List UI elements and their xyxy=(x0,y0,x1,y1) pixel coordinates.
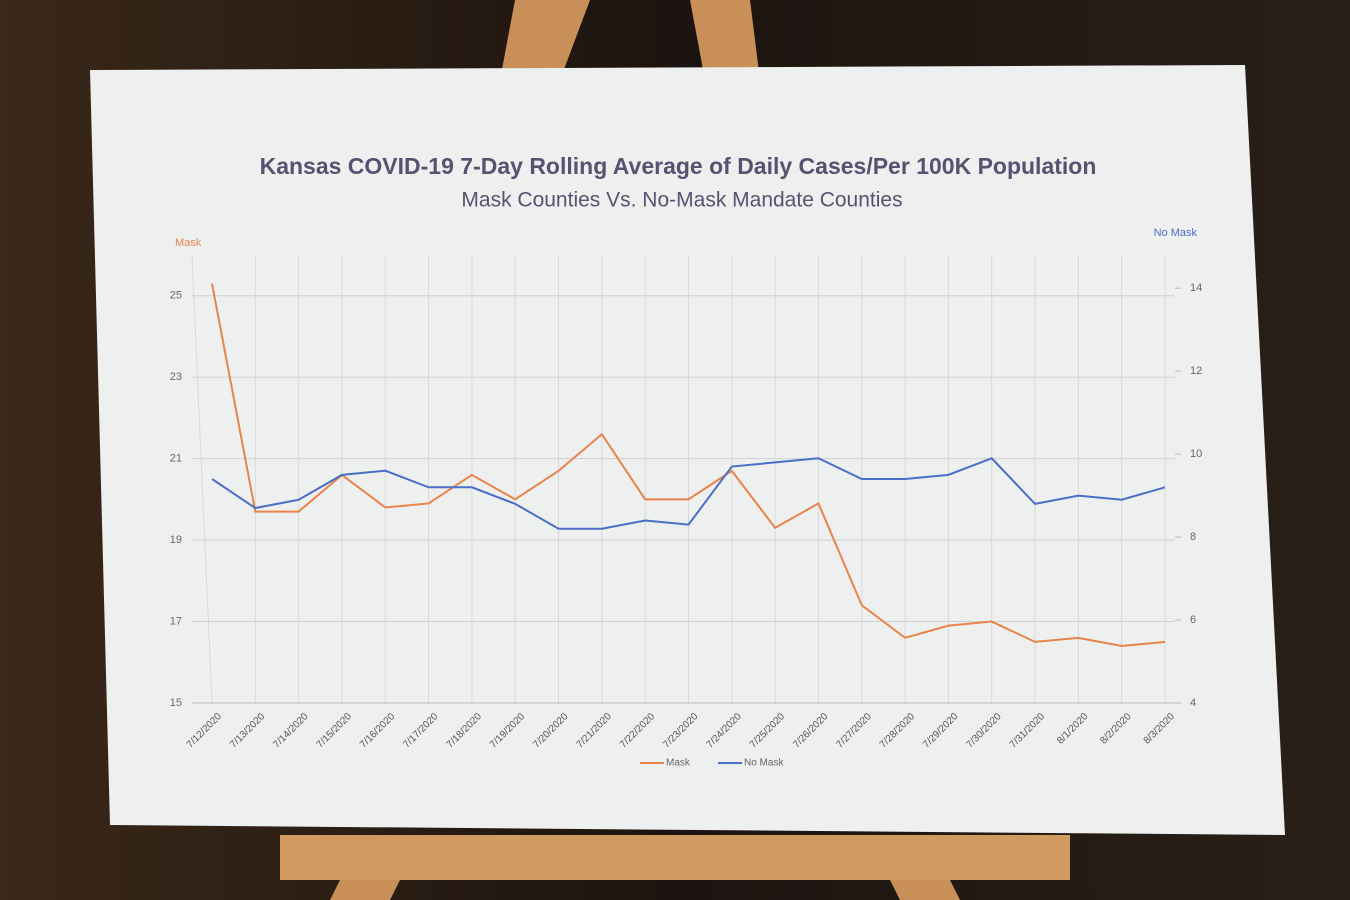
easel-leg xyxy=(890,880,960,900)
y2-tick-label: 12 xyxy=(1190,365,1202,377)
y2-axis-title: No Mask xyxy=(1154,227,1198,239)
data-line xyxy=(211,457,1166,530)
y-tick-label: 19 xyxy=(170,534,182,546)
y2-tick-label: 6 xyxy=(1190,614,1196,626)
easel-ledge xyxy=(280,835,1070,880)
y2-tick-label: 8 xyxy=(1190,531,1196,543)
data-line xyxy=(211,283,1166,647)
y-tick-label: 23 xyxy=(170,371,182,383)
y-tick-label: 17 xyxy=(170,615,182,627)
y2-tick-label: 4 xyxy=(1190,697,1196,709)
y2-tick-label: 14 xyxy=(1190,282,1202,294)
y-tick-label: 25 xyxy=(170,290,182,302)
easel-leg xyxy=(330,880,400,900)
chart-subtitle: Mask Counties Vs. No-Mask Mandate Counti… xyxy=(461,189,902,212)
easel-leg xyxy=(690,0,760,80)
legend-label: Mask xyxy=(666,758,691,769)
easel-leg xyxy=(500,0,590,80)
poster xyxy=(90,65,1285,835)
y2-tick-label: 10 xyxy=(1190,448,1202,460)
legend-label: No Mask xyxy=(744,758,784,769)
y-tick-label: 15 xyxy=(170,697,182,709)
grid-line-vertical xyxy=(191,254,213,704)
y-axis-title: Mask xyxy=(175,237,202,249)
y-tick-label: 21 xyxy=(170,453,182,465)
chart-title: Kansas COVID-19 7-Day Rolling Average of… xyxy=(260,153,1097,179)
